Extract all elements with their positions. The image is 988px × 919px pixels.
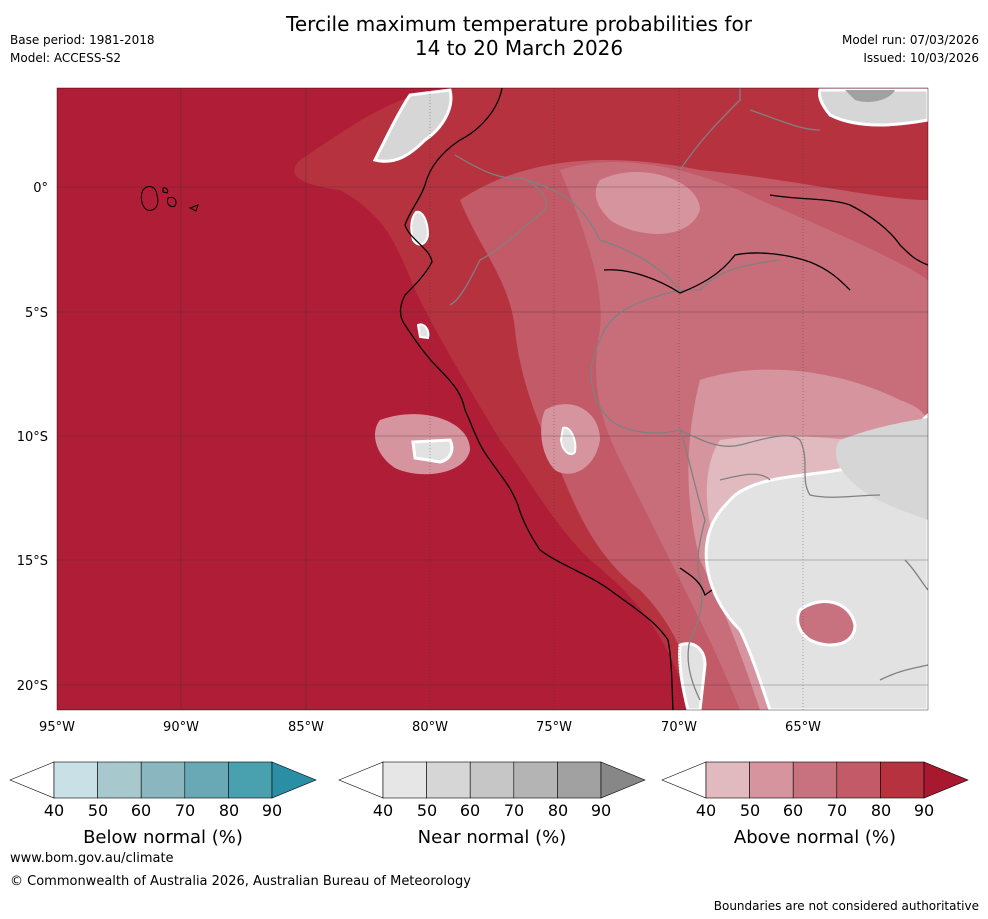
longitude-labels: 95°W 90°W 85°W 80°W 75°W 70°W 65°W [39, 720, 821, 735]
cb-below-tick-60: 60 [131, 801, 151, 820]
cb-below-tick-90: 90 [262, 801, 282, 820]
above-colorbar-upper-extension [923, 761, 969, 799]
above-colorbar-lower-extension [661, 761, 707, 799]
coastline [399, 88, 928, 710]
below-colorbar-segment [228, 761, 273, 799]
title-line-1: Tercile maximum temperature probabilitie… [286, 12, 752, 36]
above-normal-50-patch-north [595, 171, 700, 234]
above-colorbar-segment [749, 761, 794, 799]
map-frame [56, 87, 929, 711]
lon-label-90w: 90°W [163, 720, 199, 735]
colorbar-below-normal [9, 761, 317, 799]
lon-label-75w: 75°W [536, 720, 572, 735]
lon-label-70w: 70°W [661, 720, 697, 735]
cb-above-tick-80: 80 [871, 801, 891, 820]
near-colorbar-segment [382, 761, 427, 799]
above-colorbar-segment [836, 761, 881, 799]
below-normal-title: Below normal (%) [83, 827, 243, 848]
above-colorbar-segment [705, 761, 750, 799]
cb-near-tick-70: 70 [504, 801, 524, 820]
below-colorbar-segment [140, 761, 186, 799]
near-normal-70-patch-northeast [845, 90, 895, 102]
cb-below-tick-50: 50 [88, 801, 108, 820]
near-normal-patch-altiplano [678, 642, 707, 710]
near-colorbar-segment [513, 761, 558, 799]
near-normal-50-zone-east [835, 418, 928, 520]
above-normal-patch-in-near-zone [796, 600, 857, 647]
base-period-text: Base period: 1981-2018 [10, 33, 155, 47]
below-colorbar-segment [97, 761, 142, 799]
near-colorbar-upper-extension [600, 761, 646, 799]
near-colorbar-segment [469, 761, 515, 799]
lat-label-5s: 5°S [25, 306, 48, 321]
near-normal-patch-ecuador-coast [410, 210, 430, 246]
issued-text: Issued: 10/03/2026 [863, 51, 979, 65]
model-text: Model: ACCESS-S2 [10, 51, 122, 65]
cb-above-tick-50: 50 [740, 801, 760, 820]
title-line-2: 14 to 20 March 2026 [414, 36, 624, 60]
below-colorbar-lower-extension [9, 761, 55, 799]
lat-label-15s: 15°S [17, 554, 48, 569]
below-colorbar-segment [53, 761, 98, 799]
colorbar-tick-labels: 40 50 60 70 80 90 40 50 60 70 80 90 40 5… [44, 801, 934, 820]
galapagos-islands [140, 186, 199, 212]
footer-url: www.bom.gov.au/climate [10, 851, 174, 866]
cb-above-tick-70: 70 [827, 801, 847, 820]
latitude-labels: 0° 5°S 10°S 15°S 20°S [17, 181, 48, 694]
above-normal-title: Above normal (%) [734, 827, 896, 848]
near-normal-title: Near normal (%) [418, 827, 567, 848]
footer-copyright: © Commonwealth of Australia 2026, Austra… [10, 874, 471, 889]
model-run-text: Model run: 07/03/2026 [841, 33, 979, 47]
near-normal-patch-ocean [411, 438, 454, 464]
lon-label-95w: 95°W [39, 720, 75, 735]
near-normal-patch-northeast [818, 88, 928, 127]
cb-near-tick-40: 40 [373, 801, 393, 820]
near-normal-patch-peru [559, 426, 577, 456]
cb-below-tick-70: 70 [175, 801, 195, 820]
lat-label-0: 0° [33, 181, 48, 196]
cb-above-tick-40: 40 [696, 801, 716, 820]
cb-above-tick-90: 90 [914, 801, 934, 820]
lat-label-10s: 10°S [17, 430, 48, 445]
lon-label-85w: 85°W [288, 720, 324, 735]
cb-above-tick-60: 60 [783, 801, 803, 820]
above-colorbar-segment [880, 761, 925, 799]
below-colorbar-upper-extension [271, 761, 317, 799]
cb-near-tick-60: 60 [460, 801, 480, 820]
near-normal-patch-north-coast [372, 88, 453, 163]
near-colorbar-segment [426, 761, 471, 799]
below-colorbar-segment [184, 761, 229, 799]
above-colorbar-segment [792, 761, 838, 799]
cb-near-tick-50: 50 [417, 801, 437, 820]
map-title: Tercile maximum temperature probabilitie… [194, 12, 844, 60]
cb-below-tick-80: 80 [219, 801, 239, 820]
colorbar-near-normal [338, 761, 646, 799]
graticule [57, 88, 928, 710]
colorbar-above-normal [661, 761, 969, 799]
lat-label-20s: 20°S [17, 679, 48, 694]
lon-label-80w: 80°W [412, 720, 448, 735]
cb-near-tick-90: 90 [591, 801, 611, 820]
footer-note: Boundaries are not considered authoritat… [713, 899, 979, 913]
near-colorbar-lower-extension [338, 761, 384, 799]
cb-near-tick-80: 80 [548, 801, 568, 820]
near-colorbar-segment [557, 761, 602, 799]
national-borders [449, 88, 928, 701]
lon-label-65w: 65°W [785, 720, 821, 735]
map-area [57, 88, 928, 710]
cb-below-tick-40: 40 [44, 801, 64, 820]
near-normal-patch-coast-small [416, 323, 430, 340]
